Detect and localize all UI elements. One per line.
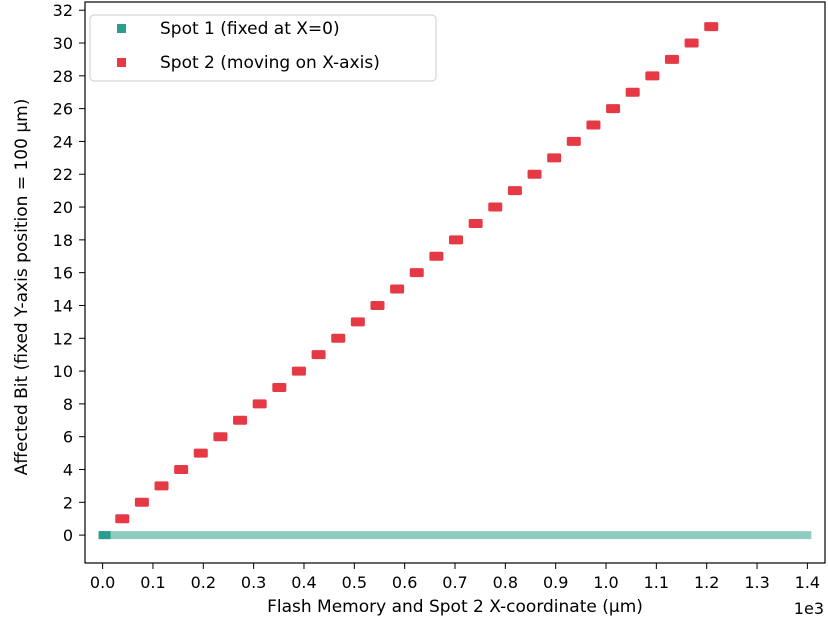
spot-2-point — [625, 87, 640, 97]
spot-2-point — [311, 350, 326, 360]
y-tick-label: 28 — [53, 67, 73, 86]
legend: Spot 1 (fixed at X=0) Spot 2 (moving on … — [89, 14, 437, 82]
x-tick-label: 0.9 — [543, 573, 568, 592]
y-tick-label: 12 — [53, 329, 73, 348]
y-tick-label: 2 — [63, 493, 73, 512]
y-tick-label: 22 — [53, 165, 73, 184]
spot-2-point — [233, 415, 248, 425]
x-tick-label: 0.5 — [342, 573, 367, 592]
spot-1-marker-origin — [98, 531, 111, 540]
plot-area-frame — [84, 1, 826, 564]
spot-2-point — [409, 268, 424, 278]
spot-2-point — [449, 235, 464, 245]
y-tick-label: 6 — [63, 428, 73, 447]
spot-2-point — [664, 54, 679, 64]
spot-2-point — [488, 202, 503, 212]
spot-2-point — [704, 22, 719, 32]
spot-2-point — [507, 186, 522, 196]
spot-2-point — [252, 399, 267, 409]
y-tick-label: 32 — [53, 1, 73, 20]
x-tick-label: 0.6 — [392, 573, 417, 592]
x-tick-label: 0.1 — [140, 573, 165, 592]
x-axis-label: Flash Memory and Spot 2 X-coordinate (μm… — [267, 597, 643, 617]
y-tick-label: 20 — [53, 198, 73, 217]
x-axis-scale-label: 1e3 — [794, 599, 824, 618]
x-tick-label: 0.7 — [442, 573, 467, 592]
spot-2-point — [586, 120, 601, 130]
spot-2-point — [134, 497, 149, 507]
x-tick-label: 0.0 — [90, 573, 115, 592]
spot-2-point — [606, 104, 621, 114]
y-tick-label: 14 — [53, 296, 73, 315]
y-tick-label: 26 — [53, 100, 73, 119]
y-tick-label: 0 — [63, 526, 73, 545]
spot-2-point — [527, 169, 542, 179]
spot-2-point — [645, 71, 660, 81]
spot-2-point — [350, 317, 365, 327]
legend-label-spot-2: Spot 2 (moving on X-axis) — [160, 53, 380, 73]
x-tick-label: 0.3 — [241, 573, 266, 592]
spot-2-point — [174, 465, 189, 474]
x-tick-label: 0.4 — [291, 573, 316, 592]
y-tick-label: 4 — [63, 461, 73, 480]
y-tick-label: 24 — [53, 132, 73, 151]
spot-2-point — [213, 432, 228, 442]
legend-label-spot-1: Spot 1 (fixed at X=0) — [160, 19, 340, 39]
spot-2-point — [193, 448, 208, 458]
x-tick-label: 1.0 — [593, 573, 618, 592]
spot-2-point — [429, 251, 444, 261]
y-tick-label: 10 — [53, 362, 73, 381]
spot-2-point — [272, 382, 287, 392]
spot-2-point — [468, 218, 483, 228]
y-tick-label: 18 — [53, 231, 73, 250]
legend-frame — [89, 14, 437, 82]
x-tick-label: 1.1 — [644, 573, 669, 592]
x-tick-label: 1.3 — [744, 573, 769, 592]
y-axis-label: Affected Bit (fixed Y-axis position = 10… — [12, 99, 32, 476]
spot-2-point — [566, 136, 581, 146]
x-tick-label: 0.2 — [191, 573, 216, 592]
spot-2-point — [547, 153, 562, 163]
y-tick-label: 16 — [53, 264, 73, 283]
legend-swatch-spot-2 — [117, 58, 126, 67]
spot-2-point — [684, 38, 699, 48]
y-tick-label: 8 — [63, 395, 73, 414]
x-tick-label: 0.8 — [493, 573, 518, 592]
x-tick-label: 1.4 — [795, 573, 820, 592]
spot-2-point — [154, 481, 169, 491]
spot-2-point — [331, 333, 346, 343]
spot-2-point — [291, 366, 306, 376]
spot-2-point — [115, 514, 130, 524]
y-tick-label: 30 — [53, 34, 73, 53]
spot-2-point — [390, 284, 405, 294]
x-tick-label: 1.2 — [694, 573, 719, 592]
spot-1-marker-band — [98, 531, 812, 540]
legend-swatch-spot-1 — [117, 24, 126, 33]
spot-2-point — [370, 300, 385, 310]
